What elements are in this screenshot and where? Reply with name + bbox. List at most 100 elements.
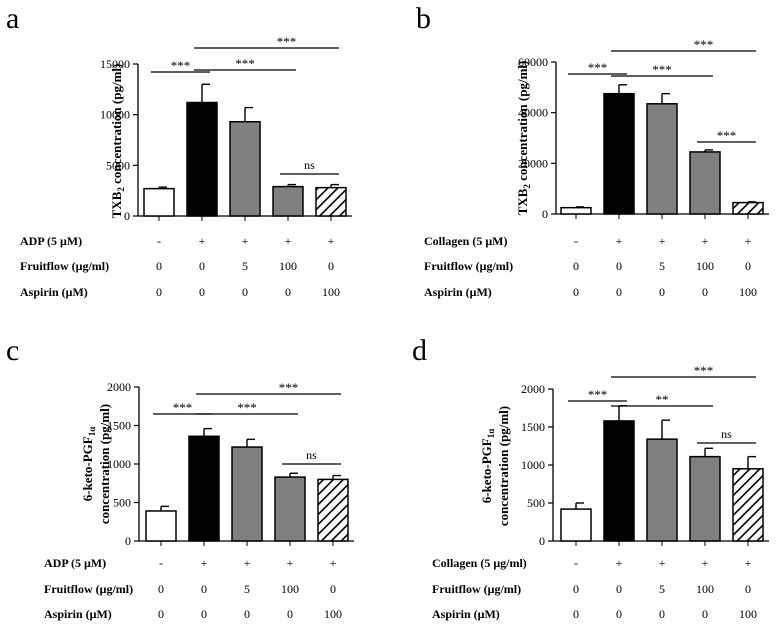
condition-cell: 0 — [156, 259, 162, 273]
bar — [315, 186, 347, 217]
significance-label: ns — [306, 448, 317, 462]
condition-cell: - — [574, 234, 578, 248]
condition-cell: 0 — [156, 285, 162, 299]
bar — [188, 435, 220, 542]
significance-label: *** — [694, 37, 714, 52]
condition-row-label: Aspirin (μM) — [20, 285, 88, 299]
bar — [646, 438, 678, 542]
condition-cell: 100 — [324, 607, 342, 621]
bar — [186, 101, 218, 217]
bar — [560, 508, 592, 542]
condition-cell: 0 — [199, 285, 205, 299]
y-tick-label: 0 — [124, 209, 130, 223]
condition-cell: 0 — [616, 582, 622, 596]
condition-cell: + — [328, 234, 335, 248]
condition-cell: + — [745, 234, 752, 248]
condition-cell: 0 — [616, 285, 622, 299]
condition-cell: + — [244, 556, 251, 570]
y-axis-label-line1: 6-keto-PGF1α — [80, 427, 97, 502]
y-tick-label: 15000 — [100, 57, 130, 71]
bar — [560, 206, 592, 215]
condition-row-label: ADP (5 μM) — [20, 234, 82, 248]
y-tick-label: 20000 — [518, 156, 548, 170]
bar — [317, 478, 349, 542]
panel-label-c: c — [6, 334, 19, 367]
condition-cell: 0 — [659, 607, 665, 621]
condition-cell: 100 — [281, 582, 299, 596]
bar — [229, 121, 261, 217]
significance-label: *** — [173, 400, 193, 415]
bar — [646, 103, 678, 215]
condition-row-label: Fruitflow (μg/ml) — [20, 259, 109, 273]
panel-label-a: a — [6, 2, 19, 35]
condition-row-label: Aspirin (μM) — [432, 607, 500, 621]
condition-cell: + — [745, 556, 752, 570]
panel-c: c 6-keto-PGF1α concentration (pg/ml) 0 5 0… — [6, 334, 354, 621]
significance-label: *** — [588, 387, 608, 402]
condition-row-label: Aspirin (μM) — [424, 285, 492, 299]
y-tick-label: 500 — [527, 496, 545, 510]
bar — [689, 151, 721, 215]
significance-label: *** — [277, 34, 297, 49]
condition-row-label: Aspirin (μM) — [44, 607, 112, 621]
condition-cell: 0 — [244, 607, 250, 621]
condition-cell: + — [659, 556, 666, 570]
bar — [143, 187, 175, 217]
y-tick-label: 1500 — [107, 419, 131, 433]
significance-label: *** — [171, 58, 191, 73]
significance-label: ns — [721, 427, 732, 441]
condition-cell: 100 — [322, 285, 340, 299]
condition-cell: 0 — [573, 259, 579, 273]
condition-row-label: ADP (5 μM) — [44, 556, 106, 570]
y-tick-label: 1000 — [521, 458, 545, 472]
y-axis-label-line2: concentration (pg/ml) — [97, 404, 112, 524]
significance-label: *** — [694, 363, 714, 378]
condition-cell: - — [157, 234, 161, 248]
condition-row-label: Collagen (5 μM) — [424, 234, 507, 248]
condition-cell: 0 — [616, 607, 622, 621]
condition-cell: 0 — [158, 607, 164, 621]
condition-cell: + — [242, 234, 249, 248]
condition-cell: 5 — [242, 259, 248, 273]
condition-cell: + — [616, 234, 623, 248]
condition-cell: 0 — [199, 259, 205, 273]
y-axis-label-line2: concentration (pg/ml) — [496, 406, 511, 526]
condition-cell: 0 — [242, 285, 248, 299]
condition-cell: 5 — [244, 582, 250, 596]
condition-cell: 0 — [573, 607, 579, 621]
bar — [732, 201, 764, 215]
condition-cell: - — [159, 556, 163, 570]
condition-cell: 0 — [328, 259, 334, 273]
bar — [272, 185, 304, 217]
condition-cell: 0 — [285, 285, 291, 299]
condition-cell: 5 — [659, 582, 665, 596]
condition-row-label: Fruitflow (μg/ml) — [424, 259, 513, 273]
significance-label: *** — [235, 56, 255, 71]
y-tick-label: 1500 — [521, 420, 545, 434]
condition-cell: + — [285, 234, 292, 248]
condition-cell: + — [330, 556, 337, 570]
y-tick-label: 2000 — [107, 380, 131, 394]
condition-cell: 5 — [659, 259, 665, 273]
plot-area: 0 20000 40000 60000 *** *** *** *** Collagen (5 … — [424, 37, 769, 299]
y-tick-label: 1000 — [107, 457, 131, 471]
bar — [145, 510, 177, 542]
condition-cell: 0 — [616, 259, 622, 273]
bar — [231, 446, 263, 542]
y-axis-label-line1: 6-keto-PGF1α — [479, 429, 496, 504]
y-tick-label: 0 — [539, 534, 545, 548]
y-tick-label: 5000 — [106, 158, 130, 172]
significance-label: *** — [652, 62, 672, 77]
significance-label: ** — [656, 392, 669, 407]
y-tick-label: 0 — [542, 207, 548, 221]
condition-cell: + — [702, 556, 709, 570]
y-tick-label: 60000 — [518, 55, 548, 69]
condition-cell: 100 — [739, 285, 757, 299]
condition-cell: 0 — [330, 582, 336, 596]
condition-cell: 0 — [158, 582, 164, 596]
condition-cell: + — [659, 234, 666, 248]
y-axis-label: TXB2 concentration (pg/ml) — [515, 61, 532, 216]
